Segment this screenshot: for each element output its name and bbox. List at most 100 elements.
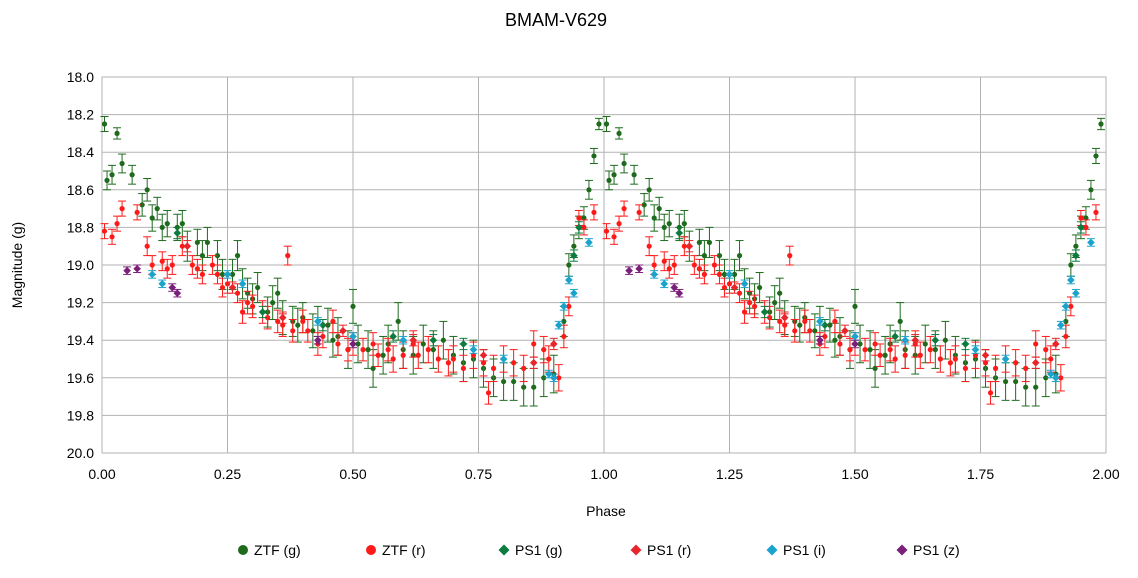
data-point <box>409 336 418 344</box>
data-point <box>852 303 858 309</box>
data-point <box>962 365 969 371</box>
data-point <box>238 280 247 288</box>
data-point <box>278 313 287 322</box>
data-point <box>872 365 878 371</box>
data-point <box>1063 333 1069 340</box>
data-point <box>656 206 662 212</box>
data-point <box>149 262 155 268</box>
data-point <box>1048 356 1054 362</box>
data-point <box>616 130 622 136</box>
data-point <box>194 239 200 246</box>
data-point <box>671 262 677 268</box>
data-point <box>822 333 828 340</box>
data-point <box>460 365 467 371</box>
data-point <box>189 262 195 268</box>
data-point <box>325 322 331 328</box>
data-point <box>275 290 281 296</box>
legend-item: PS1 (i) <box>766 542 826 558</box>
data-point <box>571 243 577 249</box>
data-point <box>1043 375 1049 381</box>
data-point <box>144 243 150 249</box>
legend-label: PS1 (z) <box>913 542 960 558</box>
data-point <box>179 243 185 249</box>
data-point <box>812 328 818 334</box>
data-point <box>544 370 553 378</box>
data-point <box>987 390 994 396</box>
data-point <box>1052 374 1060 382</box>
series-ps1-g- <box>173 221 1085 351</box>
data-point <box>179 221 185 227</box>
x-tick-label: 0.50 <box>339 466 366 482</box>
data-point <box>119 206 125 212</box>
x-tick-label: 1.50 <box>841 466 868 482</box>
data-point <box>792 328 798 334</box>
data-point <box>173 289 182 297</box>
data-point <box>586 187 592 193</box>
data-point <box>947 360 953 366</box>
data-point <box>258 308 267 316</box>
data-point <box>390 356 396 362</box>
x-tick-label: 1.00 <box>590 466 617 482</box>
data-point <box>857 341 863 347</box>
data-point <box>164 266 170 272</box>
data-point <box>837 341 843 347</box>
data-point <box>862 347 868 353</box>
data-point <box>832 318 838 324</box>
y-tick-label: 20.0 <box>67 445 94 461</box>
x-tick-label: 2.00 <box>1092 466 1119 482</box>
data-point <box>1093 153 1099 159</box>
data-point <box>570 289 578 297</box>
data-point <box>521 384 527 390</box>
data-point <box>832 337 838 343</box>
data-point <box>114 221 120 227</box>
data-point <box>661 258 667 264</box>
data-point <box>244 300 251 306</box>
data-point <box>1062 302 1070 311</box>
data-point <box>897 318 903 324</box>
data-point <box>420 341 426 347</box>
data-point <box>114 130 120 136</box>
data-point <box>389 332 397 341</box>
data-point <box>736 290 743 296</box>
data-point <box>360 347 366 353</box>
data-point <box>711 262 718 268</box>
data-point <box>816 336 824 344</box>
legend-label: ZTF (g) <box>254 542 301 558</box>
data-point <box>782 322 788 328</box>
data-point <box>1023 365 1029 371</box>
data-point <box>726 281 733 287</box>
x-axis-title: Phase <box>586 503 626 519</box>
data-point <box>1078 215 1084 221</box>
data-point <box>349 340 357 348</box>
data-point <box>606 177 612 183</box>
data-point <box>169 262 175 268</box>
data-point <box>631 172 637 178</box>
data-point <box>440 337 446 343</box>
data-point <box>982 360 989 366</box>
data-point <box>787 253 793 259</box>
data-point <box>772 300 778 306</box>
data-point <box>1031 358 1040 367</box>
data-point <box>596 121 602 127</box>
series-ps1-i- <box>148 238 1095 383</box>
data-point <box>1077 223 1085 232</box>
data-point <box>275 318 281 324</box>
data-point <box>821 321 829 329</box>
data-point <box>1073 243 1079 249</box>
data-point <box>621 206 627 212</box>
data-point <box>319 321 327 329</box>
legend-item: ZTF (g) <box>238 542 301 558</box>
x-tick-label: 0.00 <box>88 466 115 482</box>
data-point <box>555 321 563 329</box>
data-point <box>757 284 763 291</box>
x-axis: 0.00 0.25 0.50 0.75 1.00 1.25 1.50 1.75 2.00 <box>88 466 1119 482</box>
data-point <box>706 239 713 246</box>
data-point <box>1003 378 1009 385</box>
legend-marker <box>498 544 510 556</box>
data-point <box>666 221 672 227</box>
y-tick-label: 19.0 <box>67 257 94 273</box>
data-point <box>395 318 401 324</box>
data-point <box>109 172 115 178</box>
y-axis-title: Magnitude (g) <box>9 222 25 308</box>
